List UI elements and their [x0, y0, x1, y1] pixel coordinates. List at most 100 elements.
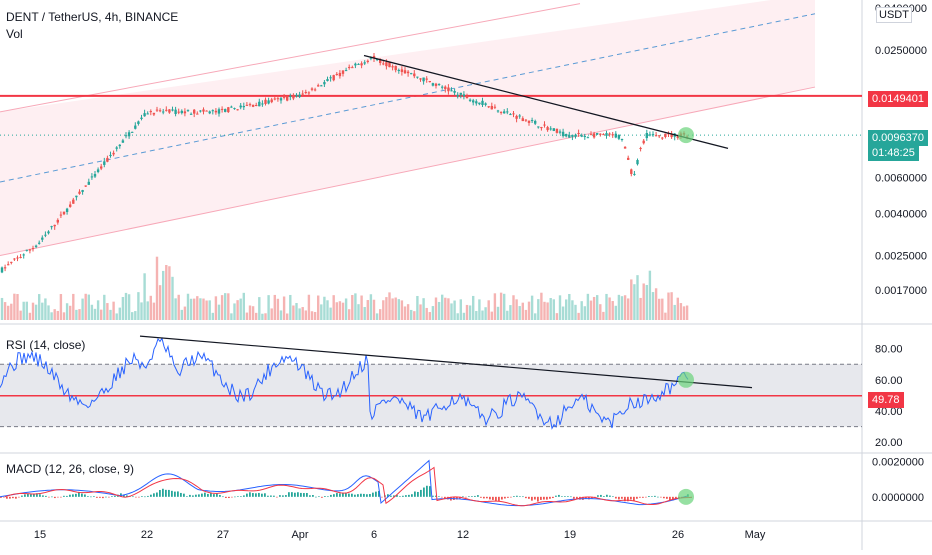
candle-body [388, 62, 391, 68]
volume-bar [224, 293, 227, 320]
volume-bar [214, 296, 218, 320]
time-axis-tick: 26 [672, 529, 684, 541]
volume-bar [617, 294, 621, 320]
volume-bar [676, 297, 679, 320]
candle-body [230, 106, 233, 108]
volume-bar [168, 266, 171, 320]
candle-body [118, 144, 121, 147]
currency-badge[interactable]: USDT [876, 7, 912, 23]
candle-body [614, 133, 617, 138]
volume-bar [571, 300, 574, 320]
candle-body [174, 109, 177, 115]
volume-bar [577, 312, 580, 320]
candle-body [341, 70, 345, 74]
candle-body [38, 242, 41, 244]
macd-histogram-bar [81, 493, 83, 497]
macd-histogram-bar [279, 495, 281, 497]
candle-body [304, 91, 307, 93]
macd-histogram-bar [366, 494, 368, 497]
macd-histogram-bar [402, 495, 404, 497]
macd-histogram-bar [381, 496, 383, 498]
candle-body [453, 91, 456, 93]
candle-body [462, 94, 466, 97]
candle-body [589, 134, 593, 136]
volume-bar [627, 298, 630, 320]
volume-bar [506, 310, 509, 320]
candle-body [459, 92, 462, 95]
candle-body [472, 100, 475, 103]
volume-bar [596, 295, 599, 320]
macd-histogram-bar [564, 496, 566, 497]
volume-bar [41, 302, 44, 320]
macd-histogram-bar [363, 493, 365, 497]
macd-histogram-bar [30, 494, 32, 497]
volume-bar [410, 309, 413, 320]
volume-bar [499, 292, 503, 320]
candle-body [549, 128, 552, 130]
candle-body [171, 109, 174, 111]
macd-histogram-bar [168, 489, 170, 497]
candle-body [143, 113, 146, 117]
macd-histogram-bar [69, 494, 71, 497]
rsi-axis-tick: 80.00 [875, 344, 903, 356]
volume-bar [59, 294, 63, 320]
volume-bar [620, 296, 624, 320]
macd-cross-marker [678, 488, 694, 505]
resistance-price-tag: 0.0149401 [868, 91, 928, 107]
candle-body [177, 111, 180, 113]
candle-body [478, 102, 481, 105]
macd-histogram-bar [462, 496, 464, 497]
macd-histogram-bar [300, 492, 302, 497]
candle-body [506, 111, 509, 113]
volume-bar [645, 284, 648, 320]
candle-body [540, 127, 543, 129]
candle-body [608, 133, 611, 135]
macd-histogram-bar [111, 496, 113, 497]
volume-bar [496, 306, 500, 320]
macd-histogram-bar [411, 494, 413, 497]
macd-histogram-bar [18, 496, 20, 498]
volume-bar [50, 312, 53, 320]
candle-body [261, 103, 264, 105]
volume-bar [642, 283, 645, 320]
volume-bar [434, 297, 438, 320]
volume-bar [658, 298, 661, 320]
candle-body [329, 77, 332, 79]
macd-histogram-bar [669, 496, 671, 501]
volume-bar [611, 301, 614, 320]
volume-bar [372, 299, 376, 320]
candle-body [484, 103, 487, 105]
macd-histogram-bar [3, 496, 5, 498]
candle-body [121, 140, 125, 143]
volume-bar [589, 300, 593, 320]
volume-bar [264, 313, 267, 320]
macd-histogram-bar [189, 494, 191, 497]
candle-body [50, 226, 53, 228]
volume-bar [329, 307, 332, 320]
volume-bar [512, 295, 515, 320]
volume-bar [65, 303, 69, 320]
volume-bar [416, 295, 419, 320]
candle-body [106, 157, 109, 162]
candle-body [211, 110, 214, 112]
candle-body [630, 169, 633, 174]
candle-body [236, 109, 239, 111]
volume-bar [273, 294, 276, 320]
macd-histogram-bar [627, 496, 629, 502]
macd-histogram-bar [273, 495, 275, 497]
macd-histogram-bar [498, 496, 500, 501]
candle-body [468, 99, 472, 101]
candle-body [149, 111, 152, 113]
volume-bar [137, 292, 140, 320]
macd-histogram-bar [369, 494, 371, 497]
candle-body [28, 249, 32, 251]
macd-label: MACD (12, 26, close, 9) [6, 462, 135, 476]
macd-histogram-bar [372, 492, 374, 497]
volume-bar [320, 304, 323, 320]
volume-bar [245, 312, 249, 320]
volume-bar [81, 298, 84, 320]
macd-histogram-bar [246, 493, 248, 497]
candle-body [323, 82, 326, 85]
